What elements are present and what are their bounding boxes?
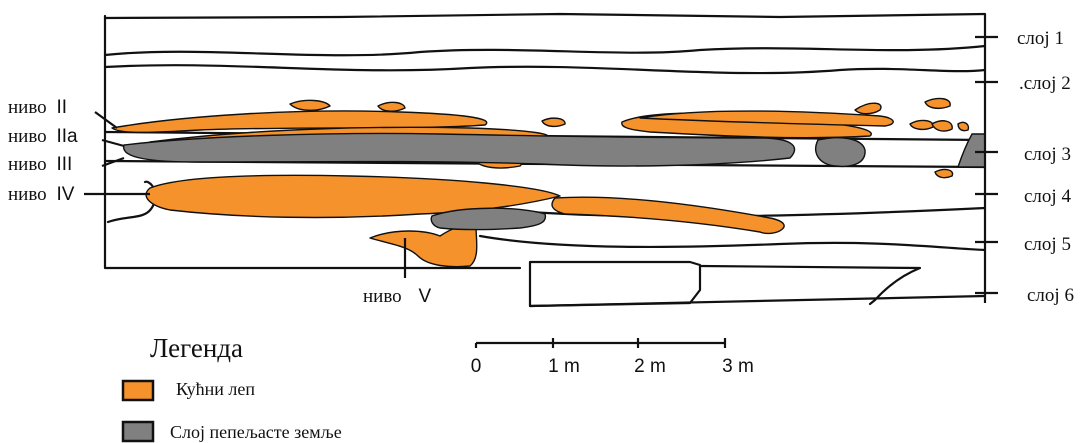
- scale-bar: 0 1 m 2 m 3 m: [471, 338, 754, 377]
- layer-labels: слој 1 .слој 2 слој 3 слој 4 слој 5 слој…: [1017, 28, 1074, 306]
- legend-label-ash: Слој пепељасте земље: [170, 422, 342, 442]
- layer-axis: [975, 14, 998, 303]
- layer-label-3: слој 3: [1024, 144, 1071, 165]
- hearth-clay-patches: [111, 97, 970, 268]
- layer-label-4: слој 4: [1024, 186, 1071, 207]
- scale-label-3m: 3 m: [722, 356, 754, 377]
- scale-label-0: 0: [471, 356, 482, 377]
- section-outline: [103, 12, 987, 308]
- layer-label-2: .слој 2: [1019, 73, 1071, 94]
- ash-soil-patches: [123, 132, 986, 231]
- layer-label-6: слој 6: [1027, 285, 1074, 306]
- legend-swatch-clay: [121, 379, 155, 402]
- level-label-iii: ниво III: [8, 154, 72, 175]
- legend-label-clay: Кућни леп: [176, 379, 255, 399]
- level-label-iv: ниво IV: [8, 184, 75, 205]
- layer-label-1: слој 1: [1017, 28, 1064, 49]
- level-label-v: ниво V: [363, 286, 431, 307]
- legend: Легенда Кућни леп Слој пепељасте земље: [121, 333, 342, 443]
- scale-label-1m: 1 m: [548, 356, 580, 377]
- level-leaders: [84, 111, 407, 278]
- legend-title: Легенда: [150, 333, 243, 363]
- level-labels: ниво II ниво IIa ниво III ниво IV ниво V: [8, 97, 431, 307]
- level-label-iia: ниво IIa: [8, 126, 78, 147]
- level-label-ii: ниво II: [8, 97, 67, 118]
- layer-label-5: слој 5: [1024, 234, 1071, 255]
- legend-swatch-ash: [121, 420, 155, 443]
- scale-label-2m: 2 m: [634, 356, 666, 377]
